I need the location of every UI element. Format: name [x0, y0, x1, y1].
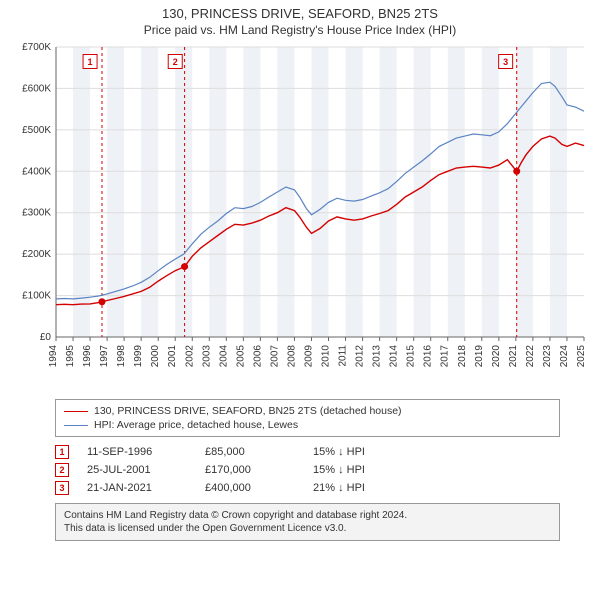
- svg-text:2016: 2016: [423, 345, 434, 368]
- svg-text:2008: 2008: [286, 345, 297, 368]
- svg-text:3: 3: [503, 57, 508, 67]
- svg-text:2024: 2024: [559, 345, 570, 368]
- sale-delta: 15% ↓ HPI: [313, 464, 393, 476]
- svg-text:2013: 2013: [372, 345, 383, 368]
- sale-date: 11-SEP-1996: [87, 446, 187, 458]
- sale-delta: 15% ↓ HPI: [313, 446, 393, 458]
- attribution-footer: Contains HM Land Registry data © Crown c…: [55, 503, 560, 541]
- legend-swatch: [64, 425, 88, 426]
- sale-marker: 2: [55, 463, 69, 477]
- svg-text:2021: 2021: [508, 345, 519, 368]
- sale-marker: 1: [55, 445, 69, 459]
- footer-line-1: Contains HM Land Registry data © Crown c…: [64, 509, 551, 522]
- svg-text:1994: 1994: [48, 345, 59, 368]
- legend-item: 130, PRINCESS DRIVE, SEAFORD, BN25 2TS (…: [64, 404, 551, 418]
- sale-row: 1 11-SEP-1996 £85,000 15% ↓ HPI: [55, 443, 560, 461]
- sale-price: £170,000: [205, 464, 295, 476]
- svg-text:2: 2: [173, 57, 178, 67]
- legend-item: HPI: Average price, detached house, Lewe…: [64, 418, 551, 432]
- svg-text:2004: 2004: [218, 345, 229, 368]
- svg-text:£300K: £300K: [22, 208, 51, 219]
- svg-text:1995: 1995: [65, 345, 76, 368]
- sales-table: 1 11-SEP-1996 £85,000 15% ↓ HPI 2 25-JUL-2001…: [55, 443, 560, 497]
- sale-price: £85,000: [205, 446, 295, 458]
- svg-text:2011: 2011: [338, 345, 349, 367]
- svg-text:£400K: £400K: [22, 166, 51, 177]
- svg-text:2020: 2020: [491, 345, 502, 368]
- svg-text:2003: 2003: [201, 345, 212, 368]
- sale-row: 2 25-JUL-2001 £170,000 15% ↓ HPI: [55, 461, 560, 479]
- svg-text:2023: 2023: [542, 345, 553, 368]
- svg-text:1999: 1999: [133, 345, 144, 368]
- chart-subtitle: Price paid vs. HM Land Registry's House …: [0, 21, 600, 41]
- sale-date: 25-JUL-2001: [87, 464, 187, 476]
- svg-text:2019: 2019: [474, 345, 485, 368]
- legend-label: 130, PRINCESS DRIVE, SEAFORD, BN25 2TS (…: [94, 405, 402, 417]
- svg-text:2018: 2018: [457, 345, 468, 368]
- svg-text:2014: 2014: [389, 345, 400, 368]
- svg-text:1997: 1997: [99, 345, 110, 368]
- sale-delta: 21% ↓ HPI: [313, 482, 393, 494]
- svg-text:2006: 2006: [252, 345, 263, 368]
- svg-text:2017: 2017: [440, 345, 451, 368]
- svg-text:2007: 2007: [269, 345, 280, 368]
- svg-text:2002: 2002: [184, 345, 195, 368]
- legend-swatch: [64, 411, 88, 412]
- svg-text:1: 1: [88, 57, 93, 67]
- legend-label: HPI: Average price, detached house, Lewe…: [94, 419, 298, 431]
- svg-text:2000: 2000: [150, 345, 161, 368]
- svg-text:2005: 2005: [235, 345, 246, 368]
- svg-text:2025: 2025: [576, 345, 587, 368]
- svg-text:£500K: £500K: [22, 125, 51, 136]
- svg-text:2010: 2010: [321, 345, 332, 368]
- legend: 130, PRINCESS DRIVE, SEAFORD, BN25 2TS (…: [55, 399, 560, 437]
- svg-text:2012: 2012: [355, 345, 366, 368]
- svg-text:1996: 1996: [82, 345, 93, 368]
- svg-text:2001: 2001: [167, 345, 178, 368]
- sale-marker: 3: [55, 481, 69, 495]
- svg-text:2009: 2009: [303, 345, 314, 368]
- svg-text:£0: £0: [40, 332, 52, 343]
- sale-price: £400,000: [205, 482, 295, 494]
- line-chart: £0 £100K £200K £300K £400K £500K £600K £700K 199…: [10, 41, 590, 391]
- svg-text:2015: 2015: [406, 345, 417, 368]
- chart-title: 130, PRINCESS DRIVE, SEAFORD, BN25 2TS: [0, 0, 600, 21]
- svg-text:2022: 2022: [525, 345, 536, 368]
- svg-text:1998: 1998: [116, 345, 127, 368]
- svg-text:£600K: £600K: [22, 83, 51, 94]
- chart-area: £0 £100K £200K £300K £400K £500K £600K £700K 199…: [10, 41, 590, 391]
- sale-date: 21-JAN-2021: [87, 482, 187, 494]
- svg-text:£700K: £700K: [22, 42, 51, 53]
- footer-line-2: This data is licensed under the Open Gov…: [64, 522, 551, 535]
- sale-row: 3 21-JAN-2021 £400,000 21% ↓ HPI: [55, 479, 560, 497]
- svg-text:£200K: £200K: [22, 249, 51, 260]
- svg-text:£100K: £100K: [22, 291, 51, 302]
